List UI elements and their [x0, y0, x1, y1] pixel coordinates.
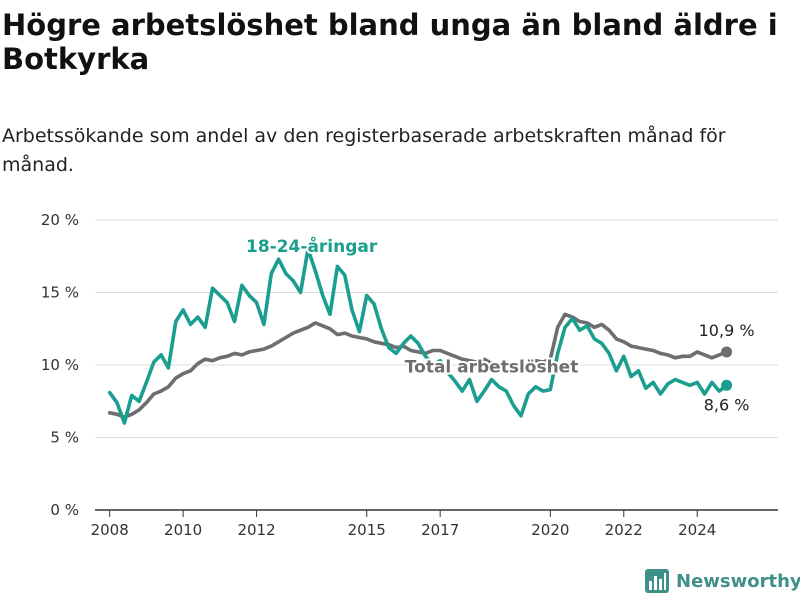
series-line-18-24	[107, 247, 729, 425]
x-tick-label: 2010	[164, 521, 202, 539]
series-label-18-24: 18-24-åringar	[246, 235, 378, 257]
y-tick-label: 0 %	[50, 501, 79, 519]
end-label-18-24: 8,6 %	[704, 395, 750, 414]
x-tick-label: 2015	[348, 521, 386, 539]
x-tick-label: 2017	[421, 521, 459, 539]
chart-subtitle: Arbetssökande som andel av den registerb…	[2, 125, 726, 176]
end-point-total	[721, 346, 733, 358]
y-tick-label: 15 %	[41, 284, 79, 302]
grid-layer	[95, 219, 778, 511]
end-point-18-24	[721, 379, 733, 391]
x-tick-label: 2020	[531, 521, 569, 539]
x-tick-label: 2012	[237, 521, 275, 539]
x-tick-label: 2008	[91, 521, 129, 539]
y-tick-label: 20 %	[41, 211, 79, 229]
brand: Newsworthy	[644, 568, 800, 594]
x-tick-label: 2022	[605, 521, 643, 539]
series-layer	[107, 247, 733, 425]
line-chart: 0 %5 %10 %15 %20 % 2008 2010 2012 2015 2017 2…	[41, 211, 778, 539]
end-label-total: 10,9 %	[699, 321, 755, 340]
y-axis: 0 % 5 % 10 % 15 % 20 %	[41, 211, 79, 519]
x-tick-label: 2024	[678, 521, 716, 539]
series-label-total: Total arbetslöshet	[405, 357, 579, 377]
y-tick-label: 5 %	[50, 429, 79, 447]
label-layer: 10,9 % 8,6 % 18-24-åringar Total arbetslösh…	[244, 233, 755, 414]
series-line-total	[107, 312, 729, 419]
chart-title: Högre arbetslöshet bland unga än bland ä…	[2, 8, 778, 76]
brand-name: Newsworthy	[676, 570, 800, 592]
y-tick-label: 10 %	[41, 356, 79, 374]
x-axis: 2008 2010 2012 2015 2017 2020 2022 2024	[91, 510, 716, 539]
bar-chart-logo-icon	[645, 569, 669, 593]
